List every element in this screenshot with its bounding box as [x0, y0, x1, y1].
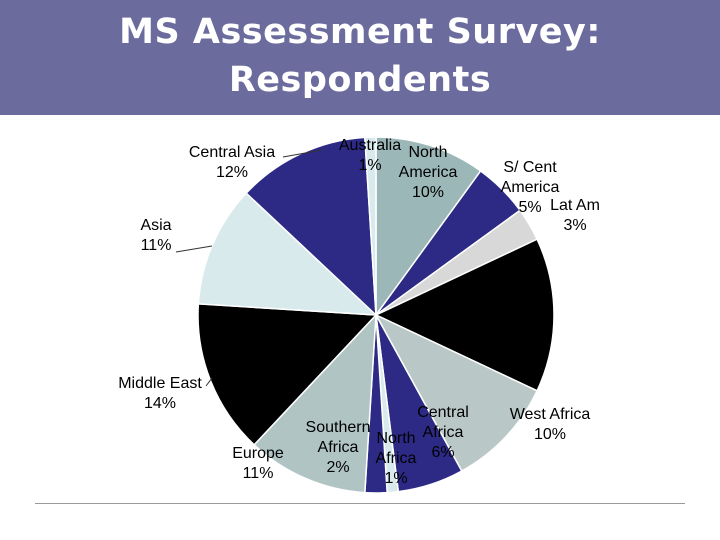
pie-slice-west-africa	[374, 313, 539, 472]
title-bar: MS Assessment Survey: Respondents	[0, 0, 720, 115]
pie-slice-asia	[197, 192, 379, 316]
pie-slice-europe	[253, 312, 377, 494]
slice-label-europe: Europe 11%	[232, 445, 284, 482]
slice-label-australia: Australia 1%	[339, 137, 401, 174]
slice-label-east-africa: East Africa 14%	[471, 295, 548, 332]
slice-label-north-africa: North Africa 1%	[376, 430, 417, 487]
slice-label-southern-africa: Southern Africa 2%	[306, 419, 371, 476]
slice-label-west-africa: West Africa 10%	[510, 406, 591, 443]
slice-label-asia: Asia 11%	[140, 217, 171, 254]
leader-line-central-asia	[282, 149, 323, 158]
bottom-divider	[35, 503, 685, 504]
page-title: MS Assessment Survey: Respondents	[0, 8, 720, 104]
slice-label-s-cent-america: S/ Cent America 5%	[501, 159, 560, 216]
leader-line-middle-east	[205, 377, 213, 387]
page-title-line1: MS Assessment Survey:	[119, 12, 601, 52]
pie-slice-australia	[364, 136, 377, 316]
slice-label-middle-east: Middle East 14%	[118, 375, 202, 412]
pie-slice-north-america	[375, 136, 482, 318]
pie-slice-east-africa	[374, 238, 555, 392]
slice-label-north-america: North America 10%	[399, 144, 458, 201]
leader-line-asia	[175, 245, 213, 253]
slice-label-central-asia: Central Asia 12%	[189, 144, 275, 181]
slice-label-central-africa: Central Africa 6%	[417, 404, 469, 461]
slice-label-lat-am: Lat Am 3%	[550, 197, 600, 234]
page-title-line2: Respondents	[228, 60, 492, 100]
